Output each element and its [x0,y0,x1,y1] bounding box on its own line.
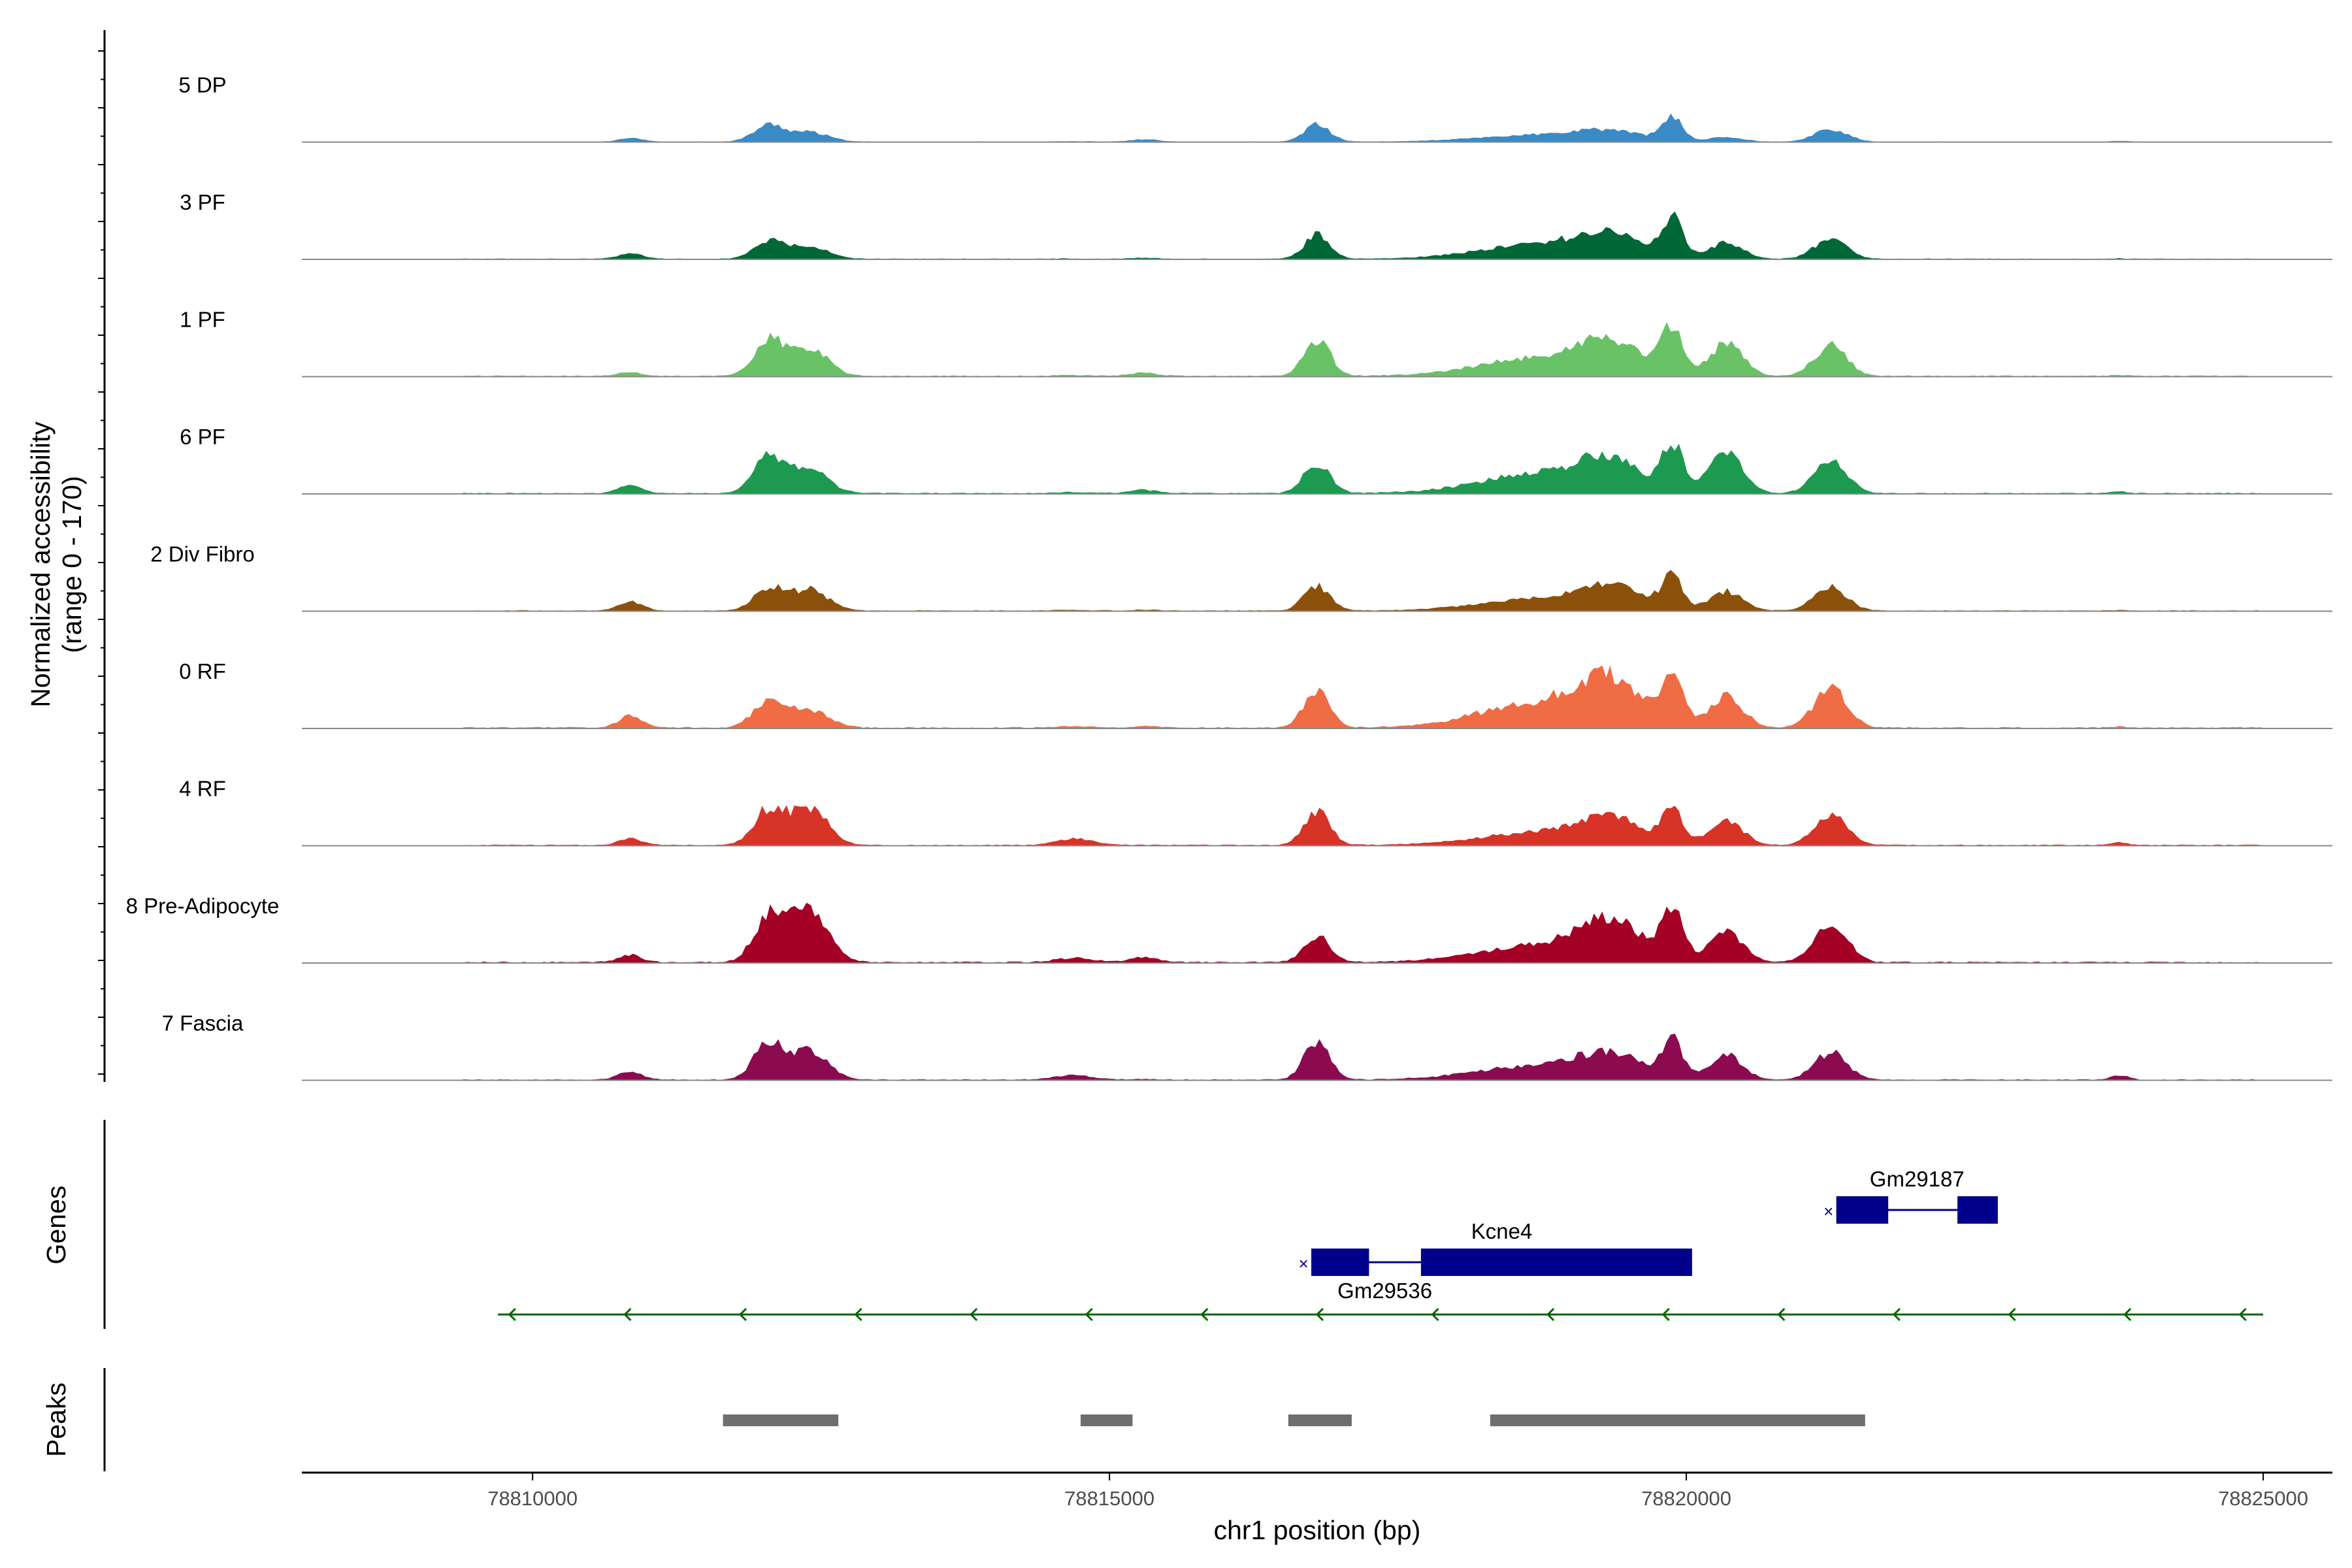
gene-exon [1311,1249,1358,1276]
track-label: 8 Pre-Adipocyte [126,894,280,918]
gene-label: Kcne4 [1471,1219,1533,1243]
track-label: 3 PF [180,190,225,214]
peak-region [723,1414,839,1426]
strand-arrow [2008,1307,2016,1322]
track-label: 1 PF [180,308,225,332]
strand-arrow [508,1307,516,1322]
strand-arrow [1200,1307,1209,1322]
coverage-track: 2 Div Fibro [150,542,2332,612]
strand-arrow [2123,1307,2132,1322]
x-tick-label: 78825000 [2218,1487,2308,1510]
coverage-area [463,902,2264,964]
y-axis [98,30,106,1082]
coverage-track: 1 PF [180,308,2332,378]
strand-arrow [854,1307,862,1322]
gene-label: Gm29536 [1337,1279,1432,1303]
strand-arrow [1777,1307,1786,1322]
track-label: 7 Fascia [162,1011,244,1036]
x-tick-label: 78810000 [487,1487,578,1510]
strand-arrow [970,1307,978,1322]
gene-strand-marker: × [1823,1201,1833,1221]
peak-region [1490,1414,1865,1426]
genes-axis-title: Genes [41,1186,71,1265]
coverage-area [463,321,2264,378]
strand-arrow [1315,1307,1324,1322]
coverage-track: 4 RF [179,777,2332,847]
track-label: 6 PF [180,425,225,449]
gene-model: Gm29536 [1311,1249,1432,1303]
strand-arrow [1661,1307,1670,1322]
peak-region [1288,1414,1352,1426]
strand-arrow [1892,1307,1901,1322]
strand-arrow [2238,1307,2247,1322]
coverage-tracks: 5 DP 3 PF 1 PF 6 PF 2 Div Fibro 0 RF 4 RF 8 Pre… [126,73,2332,1081]
coverage-track: 3 PF [180,190,2332,260]
peak-regions-track [723,1414,1865,1426]
long-gene [498,1307,2264,1322]
x-axis: 78810000 78815000 78820000 78825000 [302,1471,2332,1510]
gene-model: × Kcne4 [1299,1219,1692,1276]
gene-strand-marker: × [1299,1254,1309,1273]
coverage-track: 7 Fascia [162,1011,2332,1081]
coverage-area [463,805,2264,847]
peak-region [1080,1414,1133,1426]
coverage-area [463,113,2264,143]
coverage-area [463,570,2264,612]
strand-arrow [1546,1307,1555,1322]
coverage-track: 6 PF [180,425,2332,495]
strand-arrow [623,1307,632,1322]
track-label: 0 RF [179,659,226,683]
peaks-axis-title: Peaks [41,1382,71,1457]
coverage-area [463,211,2264,260]
coverage-area [463,665,2264,729]
x-tick-label: 78820000 [1641,1487,1731,1510]
track-label: 2 Div Fibro [150,542,255,566]
gene-exon [1836,1196,1889,1224]
strand-arrow [1085,1307,1093,1322]
gene-label: Gm29187 [1870,1167,1965,1191]
gene-exon [1420,1249,1692,1276]
coverage-area [463,444,2264,495]
y-axis-title-range: (range 0 - 170) [57,476,87,653]
coverage-track: 8 Pre-Adipocyte [126,894,2332,964]
strand-arrow [738,1307,747,1322]
x-tick-label: 78815000 [1064,1487,1154,1510]
coverage-track: 0 RF [179,659,2332,729]
track-label: 5 DP [178,73,226,97]
gene-model: × Gm29187 [1823,1167,1998,1224]
gene-exon [1957,1196,1998,1224]
gene-annotation-track: × Gm29187 × Kcne4 Gm29536 [498,1167,2264,1322]
x-axis-title: chr1 position (bp) [1214,1515,1421,1545]
coverage-area [463,1034,2263,1081]
y-axis-title: Normalized accessibility [25,421,56,708]
strand-arrow [1431,1307,1439,1322]
track-label: 4 RF [179,777,226,801]
coverage-track: 5 DP [178,73,2332,143]
